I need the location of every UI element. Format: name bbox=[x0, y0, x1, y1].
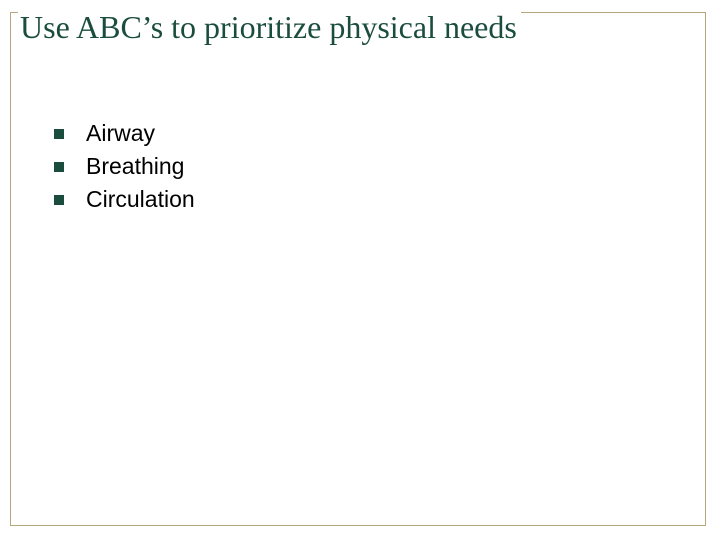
square-bullet-icon bbox=[54, 162, 64, 172]
list-item-label: Circulation bbox=[86, 186, 195, 213]
square-bullet-icon bbox=[54, 129, 64, 139]
list-item: Circulation bbox=[54, 186, 195, 213]
list-item-label: Breathing bbox=[86, 153, 184, 180]
bullet-list: Airway Breathing Circulation bbox=[54, 120, 195, 219]
list-item-label: Airway bbox=[86, 120, 155, 147]
slide-title: Use ABC’s to prioritize physical needs bbox=[20, 10, 517, 45]
list-item: Airway bbox=[54, 120, 195, 147]
title-container: Use ABC’s to prioritize physical needs bbox=[18, 10, 521, 51]
square-bullet-icon bbox=[54, 195, 64, 205]
slide-frame bbox=[10, 12, 706, 526]
list-item: Breathing bbox=[54, 153, 195, 180]
